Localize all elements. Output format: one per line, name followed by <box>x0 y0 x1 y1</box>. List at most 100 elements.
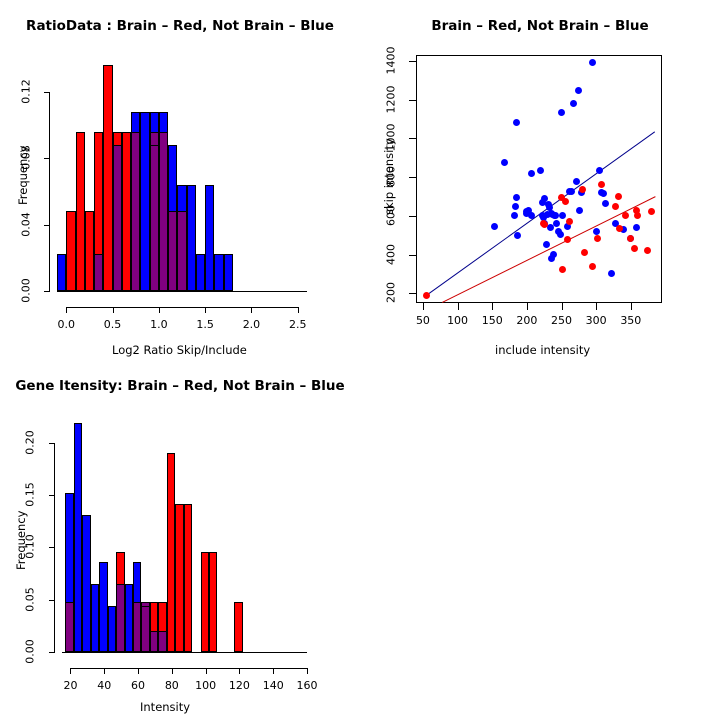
panel-gene-info: G7034781@J927980@j_at altCassette Siat7f… <box>360 360 720 720</box>
scatter-point <box>546 203 554 211</box>
histogram-bar <box>121 131 132 291</box>
gene-histogram-title: Gene Itensity: Brain – Red, Not Brain – … <box>15 378 345 394</box>
gene-x-tick <box>307 668 308 674</box>
gene-y-tick-label: 0.05 <box>23 586 37 612</box>
scatter-point <box>501 159 509 167</box>
scatter-y-tick <box>409 138 416 140</box>
scatter-x-tick <box>561 303 563 310</box>
ratio-y-tick <box>44 291 50 292</box>
scatter-point <box>600 190 608 198</box>
ratio-histogram-title: RatioData : Brain – Red, Not Brain – Blu… <box>26 18 334 34</box>
scatter-x-tick <box>492 303 494 310</box>
scatter-point <box>588 263 596 271</box>
scatter-x-tick <box>630 303 632 310</box>
ratio-y-tick-label: 0.08 <box>19 145 33 170</box>
scatter-point <box>568 188 576 196</box>
histogram-bar <box>195 254 206 291</box>
gene-x-tick-label: 80 <box>164 679 179 692</box>
scatter-y-tick <box>409 99 416 101</box>
scatter-point <box>559 212 567 220</box>
scatter-x-tick-label: 150 <box>481 314 503 327</box>
ratio-histogram-plot-area: 0.00 0.04 0.08 0.12 0.0 0.5 1.0 1.5 2.0 2.5 <box>20 62 307 331</box>
scatter-y-tick-label: 200 <box>384 282 398 304</box>
scatter-point <box>512 119 520 127</box>
histogram-bar <box>205 184 215 291</box>
histogram-bar <box>124 584 133 652</box>
scatter-y-tick-label: 1400 <box>384 46 398 75</box>
gene-y-tick <box>49 547 55 549</box>
gene-histogram-plot-area: 0.00 0.05 0.10 0.15 0.20 20 40 60 80 100 120 140 160 <box>24 422 318 692</box>
scatter-x-tick <box>596 303 598 310</box>
ratio-y-tick <box>44 224 50 226</box>
histogram-bar <box>141 606 150 652</box>
gene-y-tick <box>49 442 55 444</box>
gene-x-tick-label: 160 <box>296 679 318 692</box>
histogram-bar <box>168 211 178 291</box>
scatter-x-tick-label: 100 <box>447 314 469 327</box>
histogram-bar <box>131 131 141 291</box>
histogram-bar <box>158 631 167 652</box>
gene-y-tick-label: 0.00 <box>23 639 37 664</box>
gene-y-tick <box>49 495 55 497</box>
gene-x-tick <box>70 668 72 674</box>
ratio-x-axis <box>66 307 298 308</box>
scatter-point <box>525 206 533 214</box>
gene-y-axis <box>54 442 55 652</box>
scatter-point <box>601 199 609 207</box>
ratio-y-axis <box>49 91 50 291</box>
gene-y-tick-label: 0.15 <box>23 482 37 507</box>
scatter-point <box>527 170 535 178</box>
gene-x-tick <box>138 668 140 674</box>
scatter-point <box>563 235 571 243</box>
gene-x-tick-label: 100 <box>195 679 217 692</box>
ratio-x-tick-label: 2.5 <box>288 318 307 331</box>
scatter-point <box>570 100 578 108</box>
panel-ratio-histogram: RatioData : Brain – Red, Not Brain – Blu… <box>0 0 360 360</box>
panel-gene-intensity-histogram: Gene Itensity: Brain – Red, Not Brain – … <box>0 360 360 720</box>
scatter-x-tick <box>526 303 528 310</box>
scatter-x-tick-label: 300 <box>585 314 607 327</box>
scatter-y-tick-label: 1000 <box>384 123 398 152</box>
scatter-point <box>558 193 566 201</box>
scatter-point <box>632 224 640 232</box>
gene-x-tick-label: 40 <box>97 679 112 692</box>
scatter-point <box>562 197 570 205</box>
gene-x-tick-label: 60 <box>131 679 146 692</box>
ratio-x-tick <box>112 307 114 313</box>
scatter-point <box>544 210 552 218</box>
gene-x-tick <box>171 668 173 674</box>
scatter-point <box>558 265 566 273</box>
ratio-x-tick-label: 2.0 <box>242 318 261 331</box>
ratio-x-tick-label: 1.0 <box>150 318 168 331</box>
histogram-bar <box>223 254 233 291</box>
scatter-point <box>589 59 597 67</box>
ratio-y-tick <box>44 91 50 93</box>
gene-x-tick <box>205 668 207 674</box>
scatter-x-tick-label: 50 <box>415 314 430 327</box>
histogram-bar <box>84 211 95 291</box>
ratio-y-tick-label: 0.00 <box>19 278 33 303</box>
scatter-y-tick-label: 1200 <box>384 85 398 114</box>
histogram-bar <box>112 144 122 291</box>
scatter-point <box>632 206 640 214</box>
histogram-bar <box>94 254 104 291</box>
scatter-point <box>594 235 602 243</box>
scatter-point <box>513 232 521 240</box>
scatter-point <box>597 181 605 189</box>
gene-x-tick <box>273 668 275 674</box>
histogram-bar <box>214 254 224 291</box>
gene-baseline <box>62 652 307 653</box>
histogram-bar <box>158 131 169 291</box>
scatter-x-tick-label: 350 <box>620 314 642 327</box>
scatter-point <box>552 212 560 220</box>
scatter-point <box>621 211 629 219</box>
scatter-point <box>620 225 628 233</box>
scatter-point <box>576 206 584 214</box>
scatter-point <box>634 211 642 219</box>
scatter-point <box>541 221 549 229</box>
scatter-point <box>540 213 547 221</box>
scatter-point <box>490 222 498 230</box>
scatter-point <box>612 202 620 210</box>
gene-y-tick <box>49 652 55 653</box>
